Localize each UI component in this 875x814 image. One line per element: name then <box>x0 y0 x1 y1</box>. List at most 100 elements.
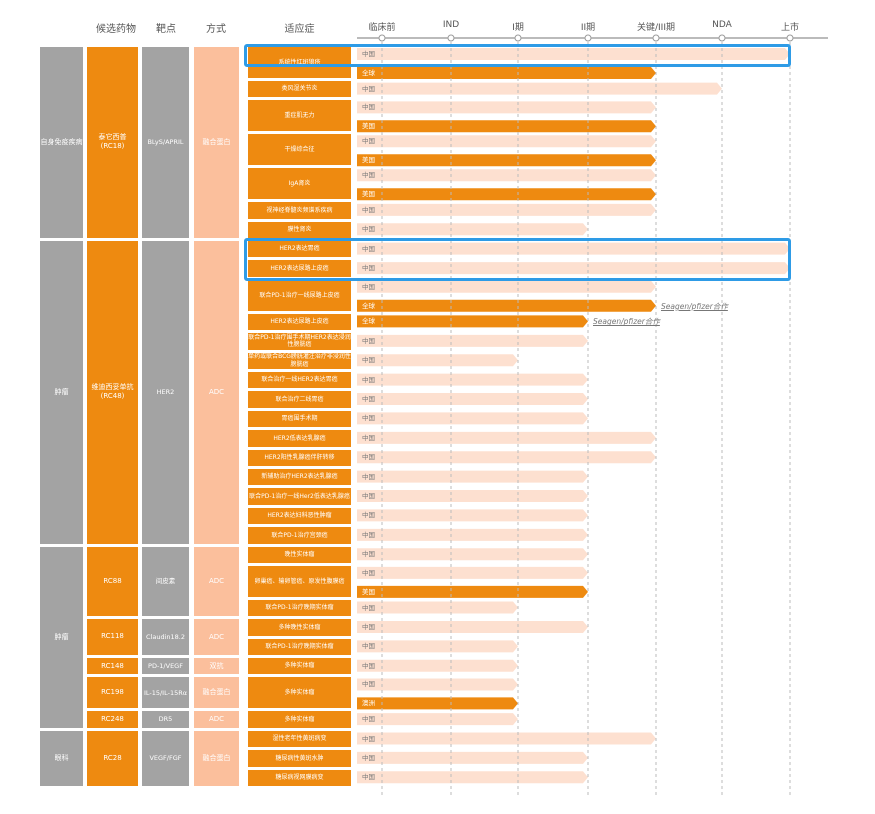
indication-label: 糖尿病性黄斑水肿 <box>248 750 351 767</box>
bar-light <box>357 169 656 182</box>
region-label: 中国 <box>362 530 375 539</box>
stage-label: II期 <box>580 23 596 33</box>
bar-light <box>357 82 722 95</box>
indication-label: 干燥综合征 <box>248 134 351 166</box>
region-label: 中国 <box>362 336 375 345</box>
bar-light <box>357 620 588 633</box>
region-label: 中国 <box>362 244 375 253</box>
bar-light <box>357 566 588 579</box>
header-modality: 方式 <box>206 24 226 35</box>
indication-label: 多种实体瘤 <box>248 677 351 709</box>
target-label: VEGF/FGF <box>142 730 189 786</box>
region-label: 中国 <box>362 622 375 631</box>
bar-light <box>357 771 588 784</box>
indication-label: 卵巢癌、输卵管癌、原发性腹膜癌 <box>248 565 351 597</box>
bar-light <box>357 732 656 745</box>
region-label: 中国 <box>362 661 375 670</box>
indication-label: HER2阳性乳腺癌伴肝转移 <box>248 449 351 466</box>
drug-label: RC28 <box>87 730 138 786</box>
bar-light <box>357 242 790 255</box>
bar-dark <box>357 188 656 201</box>
indication-label: HER2表达胃癌 <box>248 240 351 258</box>
indication-label: 新辅助治疗HER2表达乳腺癌 <box>248 468 351 486</box>
bar-light <box>357 135 656 148</box>
indication-label: 类风湿关节炎 <box>248 80 351 98</box>
region-label: 中国 <box>362 264 375 273</box>
region-label: 中国 <box>362 205 375 214</box>
region-label: 中国 <box>362 50 375 58</box>
region-label: 中国 <box>362 282 375 291</box>
region-label: 中国 <box>362 603 375 612</box>
target-label: PD-1/VEGF <box>142 658 189 675</box>
target-label: IL-15/IL-15Rα <box>142 677 189 709</box>
header-target: 靶点 <box>156 24 176 35</box>
target-label: 间皮素 <box>142 546 189 617</box>
region-label: 中国 <box>362 680 375 689</box>
bar-light <box>357 354 518 367</box>
stage-label: NDA <box>712 20 732 30</box>
region-label: 中国 <box>362 137 375 146</box>
bar-light <box>357 601 518 614</box>
bar-light <box>357 101 656 114</box>
region-label: 全球 <box>362 301 375 310</box>
stage-label: I期 <box>512 23 524 33</box>
region-label: 中国 <box>362 715 375 724</box>
region-label: 中国 <box>362 773 375 782</box>
bar-dark <box>357 154 656 167</box>
region-label: 全球 <box>362 317 375 326</box>
bar-light <box>357 548 588 561</box>
highlight-box <box>244 44 791 68</box>
indication-label: HER2表达妇科恶性肿瘤 <box>248 507 351 525</box>
indication-label: 联合PD-1治疗围手术期HER2表达浸润性膀胱癌 <box>248 333 351 350</box>
bar-light <box>357 509 588 522</box>
indication-label: 联合治疗一线HER2表达胃癌 <box>248 371 351 389</box>
category-label: 肿瘤 <box>40 240 83 544</box>
indication-label: 单药或联合BCG膀胱灌注治疗非浸润性膀胱癌 <box>248 352 351 369</box>
bar-light <box>357 640 518 653</box>
bar-light <box>357 659 518 672</box>
bar-light <box>357 334 588 347</box>
bar-light <box>357 393 588 406</box>
modality-label: 双抗 <box>194 658 239 675</box>
indication-label: 多种实体瘤 <box>248 658 351 675</box>
stage-marker <box>584 34 592 42</box>
indication-label: 联合PD-1治疗晚期实体瘤 <box>248 599 351 617</box>
region-label: 中国 <box>362 753 375 762</box>
drug-label: RC118 <box>87 619 138 656</box>
indication-label: 联合PD-1治疗一线尿路上皮癌 <box>248 279 351 311</box>
target-label: Claudin18.2 <box>142 619 189 656</box>
stage-label: 上市 <box>780 23 800 33</box>
indication-label: HER2表达尿路上皮癌 <box>248 313 351 331</box>
indication-label: HER2低表达乳腺癌 <box>248 430 351 447</box>
bar-dark <box>357 120 656 133</box>
region-label: 中国 <box>362 734 375 743</box>
stage-marker <box>652 34 660 42</box>
modality-label: ADC <box>194 546 239 617</box>
modality-label: 融合蛋白 <box>194 47 239 238</box>
bar-light <box>357 373 588 386</box>
category-label: 肿瘤 <box>40 546 83 728</box>
header-indication: 适应症 <box>284 24 315 35</box>
stage-marker <box>786 34 794 42</box>
bar-light <box>357 751 588 764</box>
indication-label: 联合PD-1治疗晚期实体瘤 <box>248 638 351 656</box>
region-label: 全球 <box>362 68 375 77</box>
bar-light <box>357 203 656 216</box>
modality-label: ADC <box>194 240 239 544</box>
region-label: 中国 <box>362 225 375 234</box>
bar-light <box>357 528 588 541</box>
stage-label: IND <box>442 20 460 30</box>
bar-light <box>357 451 656 464</box>
region-label: 中国 <box>362 511 375 520</box>
region-label: 中国 <box>362 492 375 501</box>
indication-label: 晚性实体瘤 <box>248 546 351 563</box>
target-label: DR5 <box>142 711 189 728</box>
indication-label: 胃癌围手术期 <box>248 410 351 428</box>
bar-light <box>357 280 656 293</box>
indication-label: 联合治疗二线胃癌 <box>248 391 351 408</box>
modality-label: 融合蛋白 <box>194 677 239 709</box>
bar-light <box>357 48 790 60</box>
stage-marker <box>378 34 386 42</box>
stage-label: 临床前 <box>368 23 396 33</box>
